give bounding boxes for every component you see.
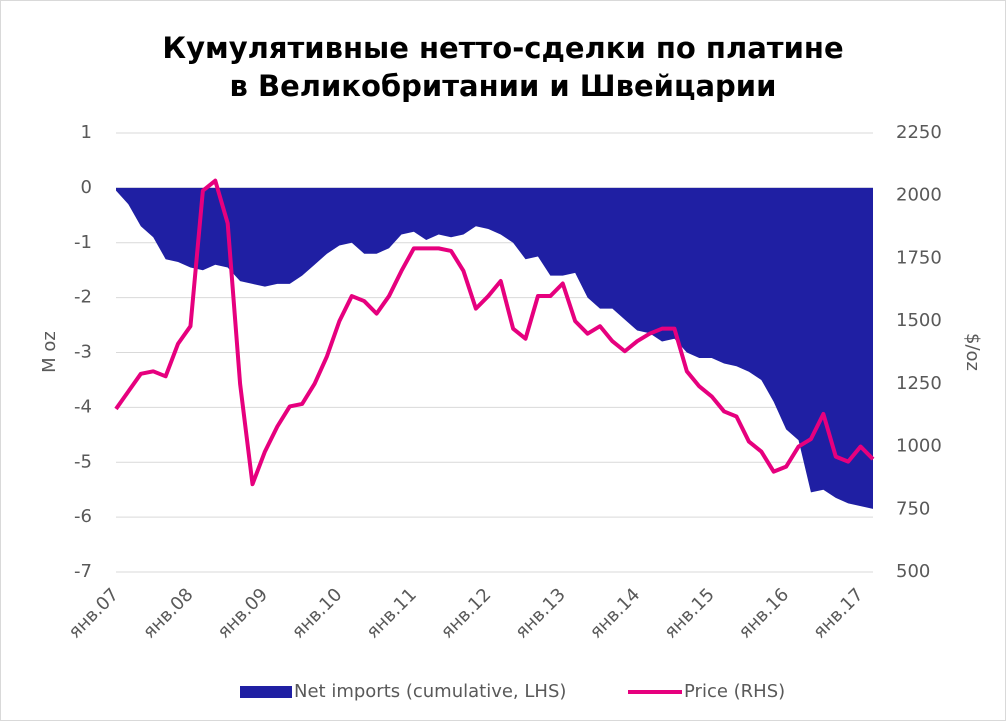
y2-tick-label: 2250 bbox=[896, 122, 942, 143]
line bbox=[114, 178, 875, 487]
y2-axis-label: $/oz bbox=[962, 333, 983, 371]
y2-tick-label: 1250 bbox=[896, 373, 942, 394]
y-tick-label: 0 bbox=[81, 177, 92, 198]
legend-label: Price (RHS) bbox=[684, 681, 785, 702]
y2-tick-label: 750 bbox=[896, 498, 930, 519]
y-tick-label: -6 bbox=[74, 506, 92, 527]
y-tick-label: -5 bbox=[74, 451, 92, 472]
y-tick-label: -1 bbox=[74, 232, 92, 253]
legend-label: Net imports (cumulative, LHS) bbox=[294, 681, 566, 702]
legend-swatch bbox=[240, 686, 292, 698]
area bbox=[116, 187, 873, 509]
chart-title: в Великобритании и Швейцарии bbox=[230, 69, 777, 103]
y2-tick-label: 1750 bbox=[896, 247, 942, 268]
y-tick-label: -2 bbox=[74, 287, 92, 308]
y2-tick-label: 1500 bbox=[896, 310, 942, 331]
y-tick-label: -3 bbox=[74, 342, 92, 363]
y2-tick-label: 2000 bbox=[896, 185, 942, 206]
y-axis-label: M oz bbox=[39, 331, 60, 373]
y-tick-label: -4 bbox=[74, 396, 92, 417]
y2-tick-label: 500 bbox=[896, 561, 930, 582]
y2-tick-label: 1000 bbox=[896, 436, 942, 457]
y-tick-label: -7 bbox=[74, 561, 92, 582]
y-tick-label: 1 bbox=[81, 122, 92, 143]
chart-title: Кумулятивные нетто-сделки по платине bbox=[162, 31, 843, 65]
